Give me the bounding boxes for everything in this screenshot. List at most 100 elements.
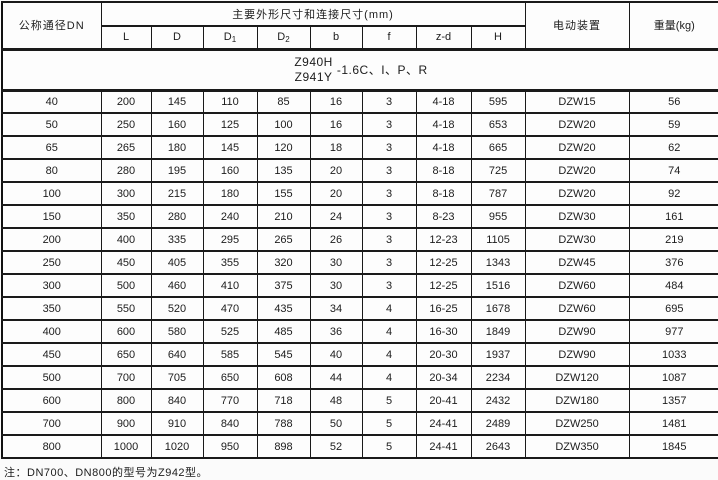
cell-f: 4 xyxy=(361,319,417,344)
table-row: 350 550 520 470 435 34 4 16-25 1678 DZW60 695 xyxy=(1,296,718,321)
cell-H: 2643 xyxy=(470,434,526,459)
header-col-D2: D2 xyxy=(256,25,311,51)
cell-b: 44 xyxy=(309,365,363,390)
cell-actuator: DZW90 xyxy=(524,342,630,367)
cell-f: 3 xyxy=(361,227,417,252)
table-row: 250 450 405 355 320 30 3 12-25 1343 DZW45 376 xyxy=(1,250,718,275)
cell-D2: 375 xyxy=(256,273,311,298)
cell-dn: 40 xyxy=(1,89,102,114)
cell-dn: 200 xyxy=(1,227,102,252)
cell-D: 145 xyxy=(150,89,204,114)
cell-D1: 180 xyxy=(202,181,258,206)
header-weight: 重量(kg) xyxy=(628,1,718,50)
cell-L: 700 xyxy=(100,365,152,390)
table-row: 150 350 280 240 210 24 3 8-23 955 DZW30 161 xyxy=(1,204,718,229)
footnote: 注：DN700、DN800的型号为Z942型。 xyxy=(4,467,209,479)
model-designation-row: Z940H Z941Y -1.6C、I、P、R xyxy=(1,47,718,92)
cell-weight: 62 xyxy=(628,135,718,160)
cell-D: 705 xyxy=(150,365,204,390)
cell-D2: 135 xyxy=(256,158,311,183)
cell-actuator: DZW20 xyxy=(524,112,630,137)
cell-z-d: 8-18 xyxy=(415,181,472,206)
cell-b: 16 xyxy=(309,89,363,114)
cell-L: 300 xyxy=(100,181,152,206)
table-row: 65 265 180 145 120 18 3 4-18 665 DZW20 62 xyxy=(1,135,718,160)
cell-b: 20 xyxy=(309,181,363,206)
cell-weight: 219 xyxy=(628,227,718,252)
cell-weight: 695 xyxy=(628,296,718,321)
table-row: 400 600 580 525 485 36 4 16-30 1849 DZW90 977 xyxy=(1,319,718,344)
table-row: 300 500 460 410 375 30 3 12-25 1516 DZW60 484 xyxy=(1,273,718,298)
cell-f: 3 xyxy=(361,89,417,114)
cell-D2: 485 xyxy=(256,319,311,344)
cell-D: 1020 xyxy=(150,434,204,459)
header-dimensions-group: 主要外形尺寸和连接尺寸(mm) xyxy=(100,1,526,27)
header-col-b: b xyxy=(309,25,363,51)
table-row: 800 1000 1020 950 898 52 5 24-41 2643 DZW350 1845 xyxy=(1,434,718,459)
header-electric-actuator: 电动装置 xyxy=(524,1,630,50)
cell-f: 3 xyxy=(361,204,417,229)
cell-b: 48 xyxy=(309,388,363,413)
header-col-L: L xyxy=(100,25,152,51)
cell-b: 36 xyxy=(309,319,363,344)
cell-dn: 350 xyxy=(1,296,102,321)
cell-D: 335 xyxy=(150,227,204,252)
cell-b: 34 xyxy=(309,296,363,321)
cell-z-d: 4-18 xyxy=(415,89,472,114)
cell-z-d: 8-23 xyxy=(415,204,472,229)
cell-H: 1343 xyxy=(470,250,526,275)
cell-b: 40 xyxy=(309,342,363,367)
cell-z-d: 24-41 xyxy=(415,434,472,459)
table-row: 600 800 840 770 718 48 5 20-41 2432 DZW180 1357 xyxy=(1,388,718,413)
cell-D1: 160 xyxy=(202,158,258,183)
cell-D2: 100 xyxy=(256,112,311,137)
cell-weight: 977 xyxy=(628,319,718,344)
cell-z-d: 4-18 xyxy=(415,112,472,137)
cell-L: 550 xyxy=(100,296,152,321)
cell-H: 2234 xyxy=(470,365,526,390)
cell-D2: 545 xyxy=(256,342,311,367)
cell-weight: 1033 xyxy=(628,342,718,367)
cell-z-d: 12-25 xyxy=(415,273,472,298)
spec-table: 公称通径DN 主要外形尺寸和连接尺寸(mm) 电动装置 重量(kg) L D D… xyxy=(1,1,718,459)
cell-actuator: DZW90 xyxy=(524,319,630,344)
table-row: 200 400 335 295 265 26 3 12-23 1105 DZW30 219 xyxy=(1,227,718,252)
cell-f: 3 xyxy=(361,181,417,206)
cell-D2: 265 xyxy=(256,227,311,252)
cell-z-d: 4-18 xyxy=(415,135,472,160)
cell-weight: 1087 xyxy=(628,365,718,390)
cell-dn: 250 xyxy=(1,250,102,275)
cell-D: 640 xyxy=(150,342,204,367)
cell-actuator: DZW20 xyxy=(524,135,630,160)
cell-L: 800 xyxy=(100,388,152,413)
cell-D1: 410 xyxy=(202,273,258,298)
cell-z-d: 16-25 xyxy=(415,296,472,321)
cell-D1: 110 xyxy=(202,89,258,114)
cell-L: 1000 xyxy=(100,434,152,459)
cell-weight: 376 xyxy=(628,250,718,275)
cell-weight: 161 xyxy=(628,204,718,229)
cell-dn: 100 xyxy=(1,181,102,206)
header-col-H: H xyxy=(470,25,526,51)
cell-actuator: DZW350 xyxy=(524,434,630,459)
cell-D1: 585 xyxy=(202,342,258,367)
cell-f: 5 xyxy=(361,411,417,436)
cell-D: 215 xyxy=(150,181,204,206)
cell-f: 5 xyxy=(361,388,417,413)
cell-f: 3 xyxy=(361,273,417,298)
cell-weight: 1357 xyxy=(628,388,718,413)
cell-D1: 125 xyxy=(202,112,258,137)
cell-L: 350 xyxy=(100,204,152,229)
cell-D: 910 xyxy=(150,411,204,436)
cell-L: 280 xyxy=(100,158,152,183)
cell-dn: 800 xyxy=(1,434,102,459)
cell-D: 520 xyxy=(150,296,204,321)
cell-weight: 56 xyxy=(628,89,718,114)
cell-L: 250 xyxy=(100,112,152,137)
cell-b: 20 xyxy=(309,158,363,183)
cell-D1: 525 xyxy=(202,319,258,344)
cell-D1: 950 xyxy=(202,434,258,459)
cell-weight: 59 xyxy=(628,112,718,137)
table-row: 450 650 640 585 545 40 4 20-30 1937 DZW90 1033 xyxy=(1,342,718,367)
cell-z-d: 8-18 xyxy=(415,158,472,183)
